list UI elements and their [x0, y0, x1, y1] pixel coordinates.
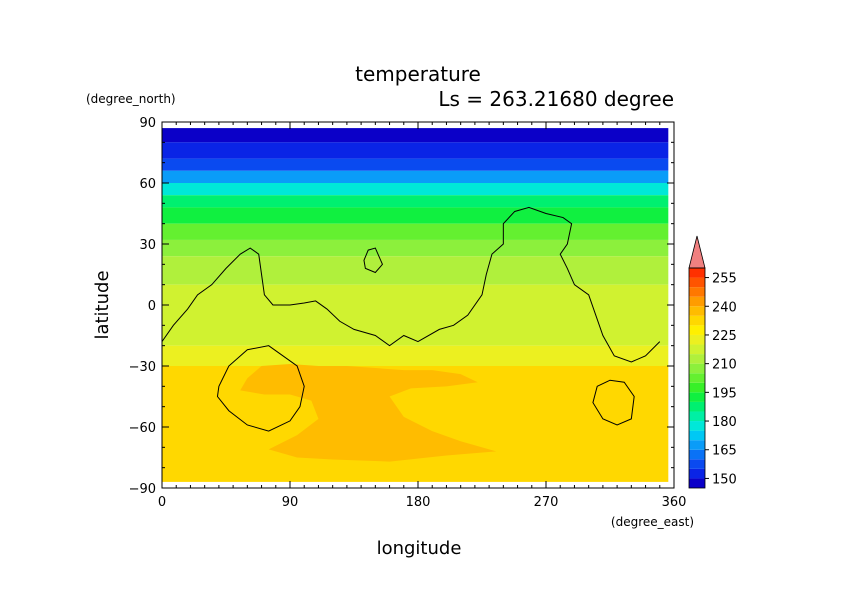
- x-axis-label: longitude: [377, 538, 462, 559]
- colorbar-tick-label: 255: [712, 272, 737, 287]
- chart-title: temperature: [355, 62, 481, 86]
- contour-line-0: [162, 206, 661, 363]
- x-unit-label: (degree_east): [611, 515, 694, 529]
- x-tick-label: 180: [406, 495, 431, 510]
- colorbar-swatch-4: [689, 440, 705, 450]
- y-unit-label: (degree_north): [86, 92, 176, 106]
- axes: 0 90 180 270 360 −90 −60 −30 0 30 60 90: [129, 116, 687, 510]
- colorbar-swatch-1: [689, 468, 705, 479]
- colorbar-tick-label: 195: [712, 386, 737, 401]
- colorbar-swatch-9: [689, 392, 705, 402]
- colorbar-swatch-22: [689, 268, 705, 278]
- colorbar-swatch-21: [689, 277, 705, 288]
- y-tick-label: 90: [139, 116, 156, 131]
- field-band-2: [162, 158, 669, 171]
- colorbar-frame: [688, 267, 706, 489]
- field-band-1: [162, 142, 669, 159]
- colorbar-swatch-10: [689, 382, 705, 393]
- contour-line-1: [363, 247, 384, 274]
- colorbar: 150 165 180 195 210 225 240 255: [688, 235, 737, 489]
- x-tick-label: 270: [534, 495, 559, 510]
- colorbar-tick-label: 240: [712, 300, 737, 315]
- colorbar-tick-label: 210: [712, 358, 737, 373]
- field-band-4: [162, 183, 669, 196]
- y-tick-label: 60: [139, 177, 156, 192]
- colorbar-swatch-17: [689, 315, 705, 326]
- colorbar-swatch-14: [689, 344, 705, 355]
- field-band-7: [162, 223, 669, 240]
- field-band-5: [162, 195, 669, 208]
- colorbar-overflow-arrow: [688, 235, 706, 269]
- contour-line-2: [216, 345, 305, 432]
- field-band-10: [162, 284, 669, 346]
- y-tick-label: −90: [129, 482, 156, 497]
- colorbar-swatch-2: [689, 459, 705, 469]
- colorbar-tick-label: 180: [712, 415, 737, 430]
- colorbar-swatch-8: [689, 401, 705, 412]
- colorbar-tick-label: 150: [712, 472, 737, 487]
- colorbar-swatch-13: [689, 354, 705, 364]
- colorbar-swatch-15: [689, 334, 705, 345]
- field-band-3: [162, 170, 669, 183]
- field-band-6: [162, 207, 669, 224]
- x-tick-label: 360: [662, 495, 687, 510]
- contour-line-3: [592, 379, 635, 426]
- x-tick-label: 0: [158, 495, 166, 510]
- field-band-9: [162, 256, 669, 285]
- colorbar-swatch-6: [689, 421, 705, 431]
- colorbar-swatch-11: [689, 373, 705, 383]
- colorbar-swatch-19: [689, 296, 705, 307]
- colorbar-swatch-18: [689, 306, 705, 316]
- field-band-0: [162, 128, 669, 143]
- y-tick-label: 30: [139, 238, 156, 253]
- y-tick-label: −30: [129, 360, 156, 375]
- colorbar-tick-label: 165: [712, 444, 737, 459]
- y-axis-label: latitude: [92, 270, 113, 339]
- colorbar-tick-label: 225: [712, 329, 737, 344]
- field-band-11: [162, 345, 669, 366]
- colorbar-swatch-5: [689, 430, 705, 441]
- field-band-8: [162, 239, 669, 257]
- chart-subtitle: Ls = 263.21680 degree: [438, 87, 674, 111]
- colorbar-swatch-20: [689, 287, 705, 297]
- contour-lines: [162, 206, 661, 432]
- y-tick-label: 0: [148, 299, 156, 314]
- colorbar-swatch-7: [689, 411, 705, 422]
- colorbar-swatch-16: [689, 325, 705, 335]
- colorbar-swatch-0: [689, 478, 705, 488]
- colorbar-swatch-3: [689, 449, 705, 460]
- colorbar-swatch-12: [689, 363, 705, 374]
- y-tick-label: −60: [129, 421, 156, 436]
- x-tick-label: 90: [282, 495, 299, 510]
